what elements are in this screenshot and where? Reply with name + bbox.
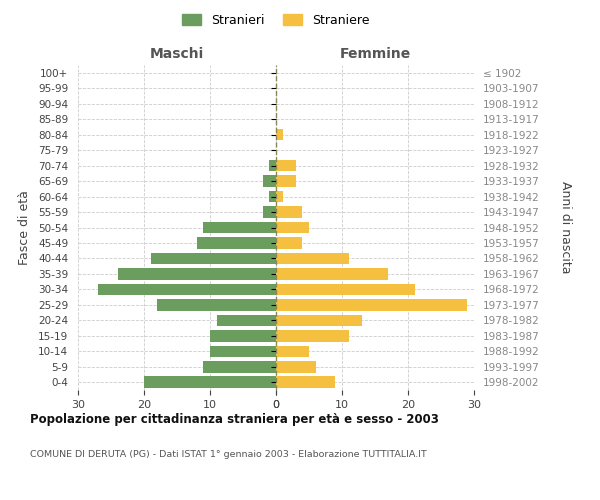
Bar	[276, 252, 349, 264]
Text: COMUNE DI DERUTA (PG) - Dati ISTAT 1° gennaio 2003 - Elaborazione TUTTITALIA.IT: COMUNE DI DERUTA (PG) - Dati ISTAT 1° ge…	[30, 450, 427, 459]
Bar	[151, 252, 276, 264]
Bar	[210, 330, 276, 342]
Bar	[98, 284, 276, 295]
Bar	[203, 361, 276, 372]
Bar	[276, 237, 302, 249]
Legend: Stranieri, Straniere: Stranieri, Straniere	[178, 8, 374, 32]
Bar	[276, 346, 309, 357]
Bar	[276, 222, 309, 234]
Bar	[210, 346, 276, 357]
Bar	[276, 268, 388, 280]
Title: Maschi: Maschi	[150, 47, 204, 61]
Bar	[118, 268, 276, 280]
Bar	[276, 190, 283, 202]
Bar	[276, 330, 349, 342]
Bar	[276, 376, 335, 388]
Bar	[276, 361, 316, 372]
Title: Femmine: Femmine	[340, 47, 410, 61]
Bar	[269, 160, 276, 172]
Text: Popolazione per cittadinanza straniera per età e sesso - 2003: Popolazione per cittadinanza straniera p…	[30, 412, 439, 426]
Bar	[263, 176, 276, 187]
Bar	[197, 237, 276, 249]
Y-axis label: Fasce di età: Fasce di età	[18, 190, 31, 265]
Bar	[276, 284, 415, 295]
Bar	[276, 206, 302, 218]
Bar	[276, 160, 296, 172]
Bar	[276, 299, 467, 310]
Bar	[203, 222, 276, 234]
Y-axis label: Anni di nascita: Anni di nascita	[559, 181, 572, 274]
Bar	[269, 190, 276, 202]
Bar	[276, 176, 296, 187]
Bar	[144, 376, 276, 388]
Bar	[217, 314, 276, 326]
Bar	[157, 299, 276, 310]
Bar	[263, 206, 276, 218]
Bar	[276, 129, 283, 140]
Bar	[276, 314, 362, 326]
